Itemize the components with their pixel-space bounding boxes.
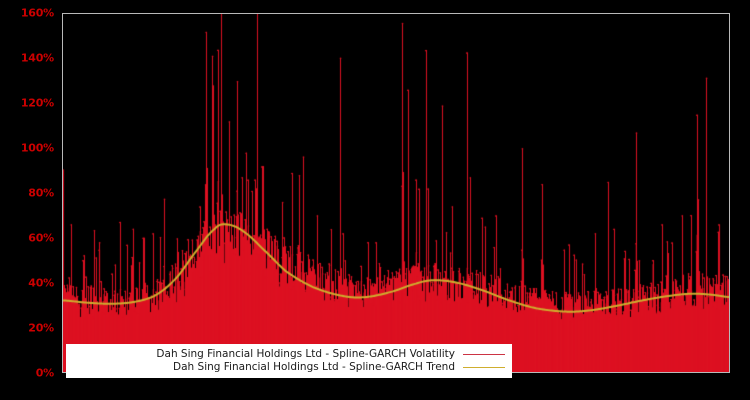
legend-swatch-trend — [463, 367, 505, 368]
y-tick-label: 20% — [28, 321, 54, 335]
chart-legend: Dah Sing Financial Holdings Ltd - Spline… — [66, 344, 512, 378]
legend-label-volatility: Dah Sing Financial Holdings Ltd - Spline… — [156, 348, 455, 360]
y-tick-label: 40% — [28, 276, 54, 290]
legend-item-volatility[interactable]: Dah Sing Financial Holdings Ltd - Spline… — [67, 348, 511, 361]
legend-label-trend: Dah Sing Financial Holdings Ltd - Spline… — [173, 361, 455, 373]
plot-area — [62, 13, 730, 373]
y-tick-label: 140% — [20, 51, 54, 65]
legend-item-trend[interactable]: Dah Sing Financial Holdings Ltd - Spline… — [67, 361, 511, 374]
legend-swatch-volatility — [463, 354, 505, 355]
y-tick-label: 0% — [35, 366, 54, 380]
y-tick-label: 120% — [20, 96, 54, 110]
y-tick-label: 160% — [20, 6, 54, 20]
y-axis: 0% 20% 40% 60% 80% 100% 120% 140% 160% — [0, 0, 62, 400]
volatility-chart-canvas — [63, 14, 729, 372]
y-tick-label: 60% — [28, 231, 54, 245]
y-tick-label: 80% — [28, 186, 54, 200]
y-tick-label: 100% — [20, 141, 54, 155]
